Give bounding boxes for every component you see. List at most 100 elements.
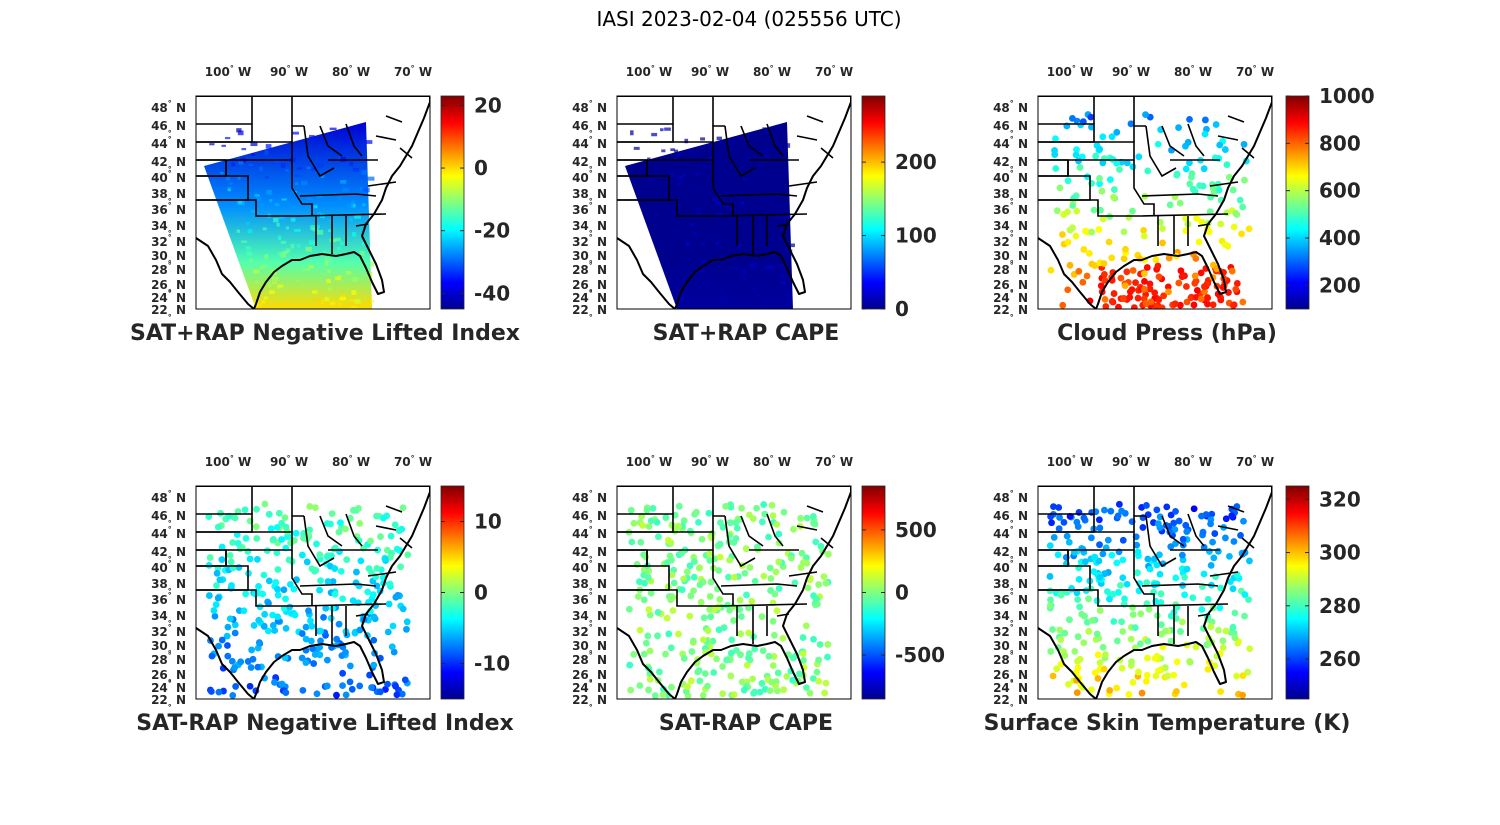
lat-tick-label: 30° N <box>993 249 1028 268</box>
lon-tick-label: 70° W <box>394 64 432 79</box>
map-outline <box>1038 486 1272 699</box>
lat-tick-label: 36° N <box>572 591 607 607</box>
axes-frame <box>1037 95 1273 310</box>
lat-tick-label: 48° N <box>572 489 607 505</box>
lat-tick-label: 34° N <box>993 219 1028 238</box>
lat-tick-label: 30° N <box>572 249 607 268</box>
lat-tick-label: 46° N <box>151 119 186 138</box>
lat-tick-label: 34° N <box>572 609 607 628</box>
lat-tick-label: 44° N <box>993 135 1028 151</box>
lat-tick-label: 42° N <box>151 155 186 174</box>
lat-tick-label: 28° N <box>151 651 186 667</box>
lat-tick-label: 34° N <box>572 219 607 238</box>
lat-tick-label: 44° N <box>572 525 607 541</box>
lat-tick-label: 26° N <box>572 668 607 687</box>
lat-tick-label: 26° N <box>993 278 1028 297</box>
map-plot-area <box>196 486 430 699</box>
lat-tick-label: 46° N <box>993 509 1028 528</box>
lon-tick-label: 70° W <box>815 454 853 469</box>
colorbar-tick-label: 500 <box>895 518 937 542</box>
lon-tick-label: 80° W <box>1174 454 1212 469</box>
colorbar <box>1285 485 1310 700</box>
lat-tick-label: 26° N <box>151 668 186 687</box>
colorbar <box>861 95 886 310</box>
lat-tick-label: 38° N <box>572 187 607 206</box>
lat-tick-label: 48° N <box>151 99 186 115</box>
lat-tick-label: 38° N <box>993 187 1028 206</box>
lat-tick-label: 30° N <box>151 639 186 658</box>
map-outline <box>1038 96 1272 309</box>
map-plot-area <box>1038 486 1272 699</box>
panel-1: 100° W 90° W 80° W 70° W 48° N 46° N44° N 42° … <box>130 64 520 346</box>
lat-tick-label: 32° N <box>993 623 1028 639</box>
panel-title: Cloud Press (hPa) <box>1057 321 1277 346</box>
colorbar-tick-label: -40 <box>474 281 510 305</box>
lon-tick-label: 80° W <box>332 64 370 79</box>
lat-tick-label: 36° N <box>993 591 1028 607</box>
lon-tick-label: 90° W <box>1112 64 1150 79</box>
lat-tick-label: 36° N <box>151 201 186 217</box>
lat-tick-label: 38° N <box>151 577 186 596</box>
map-plot-area <box>1038 96 1272 309</box>
panel-3: 100° W 90° W 80° W 70° W 48° N 46° N44° N 42° … <box>993 64 1375 346</box>
lat-tick-label: 48° N <box>993 99 1028 115</box>
panel-title: SAT+RAP CAPE <box>653 321 840 346</box>
lat-tick-label: 26° N <box>993 668 1028 687</box>
lat-tick-label: 48° N <box>151 489 186 505</box>
lat-tick-label: 40° N <box>993 169 1028 185</box>
colorbar-tick-label: 600 <box>1319 179 1361 203</box>
colorbar-tick-label: -10 <box>474 652 510 676</box>
lat-tick-label: 28° N <box>993 651 1028 667</box>
map-plot-area <box>196 96 430 309</box>
lon-tick-label: 100° W <box>205 454 251 469</box>
axes-frame <box>616 485 852 700</box>
lat-tick-label: 42° N <box>151 545 186 564</box>
lon-tick-label: 90° W <box>691 64 729 79</box>
lat-tick-label: 32° N <box>151 233 186 249</box>
colorbar-tick-label: 300 <box>1319 541 1361 565</box>
lon-tick-label: 100° W <box>205 64 251 79</box>
lon-tick-label: 90° W <box>691 454 729 469</box>
lon-tick-label: 70° W <box>394 454 432 469</box>
lat-tick-label: 32° N <box>993 233 1028 249</box>
colorbar-tick-label: 400 <box>1319 226 1361 250</box>
lon-tick-label: 80° W <box>332 454 370 469</box>
lat-tick-label: 42° N <box>993 155 1028 174</box>
panels-container: 100° W 90° W 80° W 70° W48° N46° N44° N42° … <box>130 64 1375 736</box>
lat-tick-label: 22° N <box>151 303 186 322</box>
lon-tick-label: 80° W <box>753 64 791 79</box>
lat-tick-label: 46° N <box>993 119 1028 138</box>
lat-tick-label: 40° N <box>151 169 186 185</box>
lat-tick-label: 28° N <box>151 261 186 277</box>
colorbar-tick-label: 320 <box>1319 487 1361 511</box>
map-outline <box>617 96 851 309</box>
lat-tick-label: 34° N <box>151 219 186 238</box>
lat-tick-label: 22° N <box>572 693 607 712</box>
lat-tick-label: 32° N <box>151 623 186 639</box>
panel-4: 100° W 90° W 80° W 70° W 48° N 46° N44° N 42° … <box>136 454 513 736</box>
colorbar-tick-label: 260 <box>1319 647 1361 671</box>
panel-title: SAT-RAP CAPE <box>659 711 833 736</box>
panel-title: SAT+RAP Negative Lifted Index <box>130 321 520 346</box>
lon-tick-label: 100° W <box>1047 454 1093 469</box>
colorbar-tick-label: 10 <box>474 510 502 534</box>
lat-tick-label: 24° N <box>993 289 1028 305</box>
axes-frame <box>1037 485 1273 700</box>
colorbar <box>1285 95 1310 310</box>
lat-tick-label: 36° N <box>993 201 1028 217</box>
lat-tick-label: 48° N <box>572 99 607 115</box>
lat-tick-label: 22° N <box>993 303 1028 322</box>
lon-tick-label: 70° W <box>1236 454 1274 469</box>
lat-tick-label: 22° N <box>993 693 1028 712</box>
lat-tick-label: 34° N <box>151 609 186 628</box>
colorbar-tick-label: 0 <box>895 581 909 605</box>
lat-tick-label: 36° N <box>151 591 186 607</box>
lat-tick-label: 40° N <box>993 559 1028 575</box>
lat-tick-label: 32° N <box>572 233 607 249</box>
lon-tick-label: 100° W <box>626 454 672 469</box>
map-outline <box>196 486 430 699</box>
lat-tick-label: 44° N <box>151 135 186 151</box>
lon-tick-label: 90° W <box>1112 454 1150 469</box>
map-plot-area <box>617 486 851 699</box>
